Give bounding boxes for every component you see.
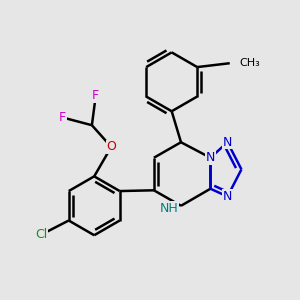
Text: NH: NH: [160, 202, 179, 214]
Text: CH₃: CH₃: [240, 58, 261, 68]
Text: N: N: [223, 136, 232, 149]
Text: F: F: [59, 111, 66, 124]
Text: Cl: Cl: [35, 228, 48, 241]
Text: F: F: [92, 89, 99, 102]
Text: O: O: [106, 140, 116, 153]
Text: N: N: [223, 190, 232, 203]
Text: N: N: [206, 151, 215, 164]
